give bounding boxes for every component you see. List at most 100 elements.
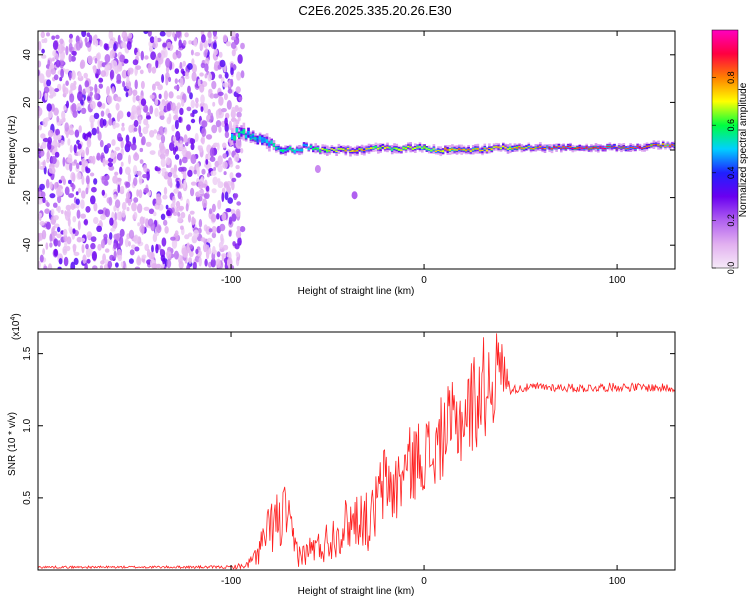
noise-speckle	[208, 208, 213, 215]
noise-speckle	[158, 103, 165, 112]
noise-speckle	[51, 35, 56, 40]
noise-speckle	[80, 199, 85, 210]
signal-cell	[497, 146, 500, 149]
noise-speckle	[228, 230, 232, 237]
noise-speckle	[87, 96, 91, 102]
noise-speckle	[113, 233, 119, 240]
noise-speckle	[102, 119, 107, 126]
noise-speckle	[85, 247, 91, 258]
noise-speckle	[48, 109, 53, 119]
noise-speckle	[143, 31, 149, 35]
noise-speckle	[149, 45, 153, 53]
noise-speckle	[122, 80, 126, 88]
signal-cell	[367, 148, 371, 150]
signal-cell	[270, 141, 273, 143]
noise-speckle	[48, 166, 55, 174]
noise-speckle	[66, 209, 71, 218]
spectrogram-axes: -100 0 100 -40 -20 0 20 40	[22, 31, 675, 286]
signal-cell	[610, 146, 614, 148]
y-tick-label: 0	[22, 147, 33, 153]
noise-speckle	[113, 205, 117, 212]
signal-cell	[481, 149, 484, 152]
noise-speckle	[166, 250, 172, 259]
noise-speckle	[83, 72, 88, 79]
noise-speckle	[222, 82, 229, 88]
noise-speckle	[38, 40, 42, 51]
noise-speckle	[91, 186, 97, 193]
noise-speckle	[164, 149, 169, 157]
noise-speckle	[72, 51, 77, 57]
noise-speckle	[171, 124, 175, 132]
noise-speckle	[68, 38, 73, 44]
noise-speckle	[73, 159, 77, 164]
noise-speckle	[189, 210, 195, 215]
signal-cell	[300, 149, 304, 151]
noise-speckle	[233, 120, 237, 131]
noise-speckle	[141, 225, 145, 235]
noise-speckle	[191, 58, 195, 66]
y-tick-label: 40	[22, 49, 33, 61]
noise-speckle	[73, 144, 78, 154]
noise-speckle	[217, 199, 222, 210]
noise-speckle	[42, 196, 46, 204]
noise-speckle	[149, 130, 155, 138]
noise-speckle	[211, 124, 218, 134]
noise-speckle	[90, 236, 97, 243]
noise-speckle	[138, 189, 143, 199]
signal-cell	[604, 148, 607, 150]
noise-speckle	[49, 193, 56, 199]
signal-cell	[421, 147, 424, 149]
signal-cell	[580, 147, 584, 149]
noise-speckle	[82, 132, 87, 140]
noise-speckle	[218, 241, 224, 249]
noise-speckle	[113, 194, 117, 200]
noise-speckle	[219, 59, 226, 68]
noise-speckle	[50, 208, 55, 216]
signal-cell	[395, 148, 399, 150]
noise-speckle	[174, 68, 180, 74]
noise-speckle	[176, 102, 181, 110]
signal-cell	[256, 138, 260, 142]
noise-speckle	[57, 205, 61, 213]
snr-series-line	[38, 333, 675, 570]
noise-speckle	[49, 63, 55, 70]
noise-speckle	[160, 134, 166, 144]
signal-cell	[351, 150, 355, 152]
signal-cell	[620, 147, 623, 149]
signal-cell	[569, 146, 572, 148]
noise-speckle	[182, 60, 186, 67]
noise-speckle	[49, 242, 53, 248]
noise-speckle	[128, 154, 131, 165]
noise-speckle	[62, 245, 68, 256]
noise-speckle	[138, 125, 142, 135]
noise-speckle	[199, 72, 204, 77]
noise-speckle	[162, 257, 166, 265]
noise-speckle	[182, 70, 186, 77]
colorbar-tick-label: 0.6	[726, 119, 736, 132]
noise-speckle	[78, 187, 82, 194]
noise-speckle	[211, 203, 216, 213]
noise-speckle	[207, 108, 211, 116]
noise-speckle	[70, 203, 76, 211]
signal-cell	[654, 144, 658, 145]
noise-speckle	[72, 184, 76, 190]
noise-speckle	[194, 132, 199, 142]
noise-speckle	[80, 213, 86, 219]
noise-speckle	[177, 211, 181, 217]
noise-speckle	[149, 105, 154, 115]
noise-speckle	[181, 146, 187, 153]
noise-speckle	[81, 149, 85, 158]
signal-cell	[455, 149, 459, 151]
noise-speckle	[216, 213, 220, 220]
noise-speckle	[224, 191, 229, 201]
noise-speckle	[69, 144, 73, 153]
noise-speckle	[150, 222, 156, 232]
noise-speckle	[180, 225, 184, 230]
noise-speckle	[115, 102, 120, 111]
noise-speckle	[59, 77, 63, 82]
noise-speckle	[186, 124, 191, 131]
noise-speckle	[121, 122, 125, 127]
signal-cell	[634, 147, 637, 150]
signal-cell	[295, 148, 299, 151]
colorbar: 0.0 0.2 0.4 0.6 0.8 Normalized spectral ampl…	[711, 29, 749, 274]
